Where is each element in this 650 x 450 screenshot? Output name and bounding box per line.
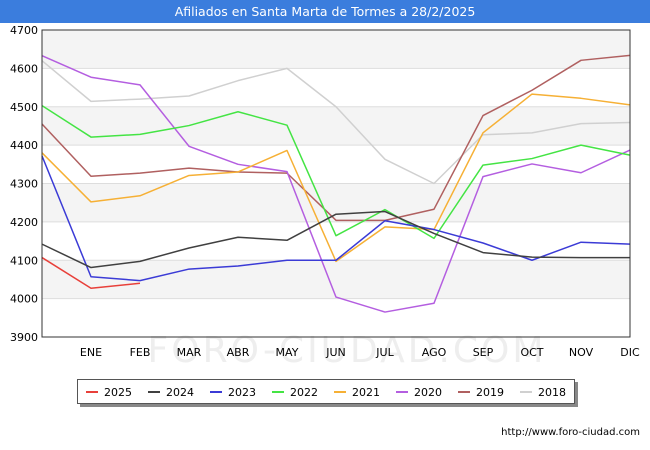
y-tick-label: 4300 [10,178,38,191]
plot-band [42,183,630,222]
plot-band [42,260,630,299]
y-tick-label: 4200 [10,216,38,229]
series-line-2018 [41,60,631,185]
plot-band [42,145,630,184]
y-axis-ticks: 3900 4000 4100 4200 4300 4400 4500 4600 4700 [10,24,38,344]
y-tick-label: 4600 [10,62,38,75]
legend-items: 2025 2024 2023 2022 2021 2020 2019 2018 [86,386,566,399]
y-tick-label: 4400 [10,139,38,152]
plot-band [42,221,630,261]
y-tick-label: 4100 [10,254,38,267]
y-tick-label: 4700 [10,24,38,37]
legend: 2025 2024 2023 2022 2021 2020 2019 2018 [77,379,575,404]
x-tick-label: AGO [422,346,447,359]
y-tick-label: 4000 [10,293,38,306]
plot-background-bands [42,30,630,337]
plot-band [42,298,630,337]
legend-label-2019: 2019 [476,386,504,399]
series-line-2024 [41,210,630,269]
legend-label-2021: 2021 [352,386,380,399]
x-tick-label: ABR [227,346,250,359]
series-line-2019 [41,54,631,222]
legend-label-2023: 2023 [228,386,256,399]
plot-frame [41,29,631,338]
legend-label-2020: 2020 [414,386,442,399]
series-line-2020 [41,55,631,313]
plot-band [42,106,630,146]
series-line-2023 [41,155,631,282]
x-tick-label: OCT [520,346,543,359]
footer-url: http://www.foro-ciudad.com [501,427,640,438]
series-line-2021 [41,93,631,263]
y-tick-label: 4500 [10,101,38,114]
x-tick-label: NOV [569,346,594,359]
x-tick-label: JUL [375,346,394,359]
x-tick-label: SEP [473,346,494,359]
plot-band [42,30,630,69]
legend-label-2025: 2025 [104,386,132,399]
series-lines [41,54,631,313]
title-bar [0,0,650,23]
x-axis-ticks: ENE FEB MAR ABR MAY JUN JUL AGO SEP OCT NOV DIC [80,346,640,359]
x-tick-label: MAR [177,346,202,359]
legend-label-2018: 2018 [538,386,566,399]
chart-title: Afiliados en Santa Marta de Tormes a 28/… [174,4,476,19]
series-line-2025 [41,256,141,290]
x-tick-label: FEB [130,346,151,359]
legend-label-2024: 2024 [166,386,194,399]
x-tick-label: JUN [325,346,346,359]
legend-label-2022: 2022 [290,386,318,399]
series-line-2022 [41,104,631,240]
x-tick-label: ENE [80,346,102,359]
x-tick-label: MAY [276,346,299,359]
x-tick-label: DIC [620,346,640,359]
y-tick-label: 3900 [10,331,38,344]
plot-band [42,68,630,107]
